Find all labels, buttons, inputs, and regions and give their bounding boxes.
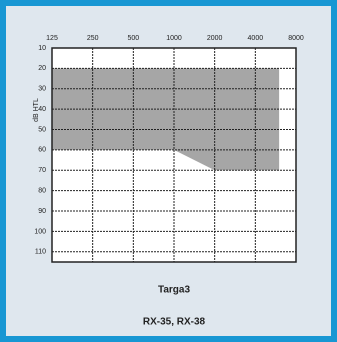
y-tick-label: 100 [34,228,46,235]
y-tick-label: 10 [38,45,46,52]
x-tick-label: 4000 [248,35,264,42]
x-tick-label: 1000 [166,35,182,42]
y-axis-label: dB HTL [33,98,40,122]
y-tick-label: 80 [38,188,46,195]
fitting-range [52,68,280,171]
x-tick-label: 8000 [288,35,304,42]
y-tick-label: 70 [38,167,46,174]
y-tick-label: 110 [35,249,46,256]
chart-subtitle: RX-35, RX-38 [143,317,206,328]
plot-border [51,47,297,263]
y-tick-label: 90 [38,208,46,215]
y-tick-label: 60 [38,147,46,154]
x-tick-label: 125 [46,35,58,42]
y-tick-label: 20 [38,65,46,72]
x-tick-label: 250 [87,35,99,42]
x-tick-label: 500 [127,35,139,42]
chart-title: Targa3 [158,285,190,296]
y-tick-label: 40 [38,106,46,113]
y-tick-label: 30 [38,86,46,93]
y-tick-label: 50 [38,126,46,133]
x-tick-label: 2000 [207,35,223,42]
